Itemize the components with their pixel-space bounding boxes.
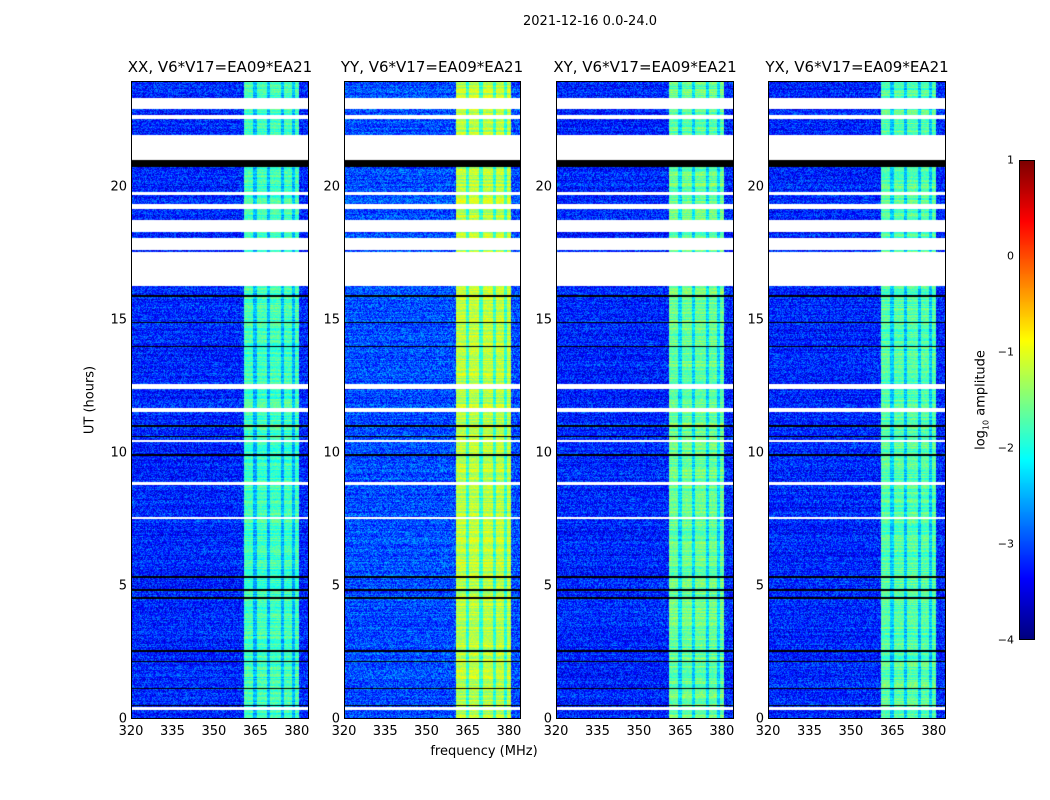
x-tick-label: 335 xyxy=(372,724,398,739)
x-axis-label: frequency (MHz) xyxy=(430,744,538,759)
x-tick-label: 335 xyxy=(160,724,185,739)
y-tick-label: 10 xyxy=(110,445,127,461)
colorbar-tick-label: 0 xyxy=(1007,249,1014,263)
y-tick-label: 15 xyxy=(535,312,552,328)
x-tick-label: 350 xyxy=(201,724,227,739)
x-tick-label: 320 xyxy=(331,724,357,739)
y-tick-label: 0 xyxy=(543,711,552,727)
x-tick-label: 365 xyxy=(667,724,693,739)
y-tick-label: 0 xyxy=(118,711,127,727)
x-tick-label: 350 xyxy=(838,724,864,739)
colorbar-tick-label: −4 xyxy=(997,633,1014,647)
x-tick-label: 350 xyxy=(414,724,439,739)
colorbar-label: log10 amplitude xyxy=(973,350,991,450)
x-tick-label: 320 xyxy=(118,724,144,739)
y-axis-label: UT (hours) xyxy=(82,365,98,435)
x-tick-label: 320 xyxy=(755,724,781,739)
heatmap-xy xyxy=(557,82,733,718)
heatmap-panel-xy xyxy=(556,81,734,719)
x-tick-label: 365 xyxy=(242,724,268,739)
y-tick-label: 15 xyxy=(110,312,127,328)
x-tick-label: 335 xyxy=(585,724,610,739)
y-tick-label: 20 xyxy=(535,179,552,195)
x-tick-label: 365 xyxy=(455,724,481,739)
panel-title-xx: XX, V6*V17=EA09*EA21 xyxy=(127,58,313,76)
heatmap-panel-xx xyxy=(131,81,309,719)
x-tick-label: 380 xyxy=(496,724,522,739)
y-tick-label: 15 xyxy=(747,312,764,328)
x-tick-label: 380 xyxy=(921,724,947,739)
heatmap-yy xyxy=(345,82,520,718)
y-tick-label: 10 xyxy=(747,445,764,461)
y-tick-label: 10 xyxy=(323,445,340,461)
colorbar-tick-label: −1 xyxy=(997,345,1014,359)
colorbar-tick-label: 1 xyxy=(1007,153,1014,167)
panel-title-yx: YX, V6*V17=EA09*EA21 xyxy=(765,58,949,76)
y-tick-label: 20 xyxy=(110,179,127,195)
colorbar-tick-label: −3 xyxy=(997,537,1014,551)
panel-title-xy: XY, V6*V17=EA09*EA21 xyxy=(553,58,737,76)
x-tick-label: 380 xyxy=(709,724,735,739)
x-tick-label: 380 xyxy=(284,724,310,739)
x-tick-label: 335 xyxy=(797,724,822,739)
heatmap-yx xyxy=(769,82,945,718)
y-tick-label: 20 xyxy=(323,179,340,195)
heatmap-panel-yx xyxy=(768,81,946,719)
y-tick-label: 0 xyxy=(331,711,340,727)
y-tick-label: 5 xyxy=(755,578,764,594)
heatmap-panel-yy xyxy=(344,81,521,719)
y-tick-label: 5 xyxy=(118,578,127,594)
y-tick-label: 5 xyxy=(543,578,552,594)
colorbar xyxy=(1019,160,1035,640)
y-tick-label: 15 xyxy=(323,312,340,328)
y-tick-label: 10 xyxy=(535,445,552,461)
heatmap-xx xyxy=(132,82,308,718)
y-tick-label: 5 xyxy=(331,578,340,594)
figure-title: 2021-12-16 0.0-24.0 xyxy=(523,14,657,29)
x-tick-label: 350 xyxy=(626,724,652,739)
x-tick-label: 365 xyxy=(879,724,905,739)
colorbar-tick-label: −2 xyxy=(997,441,1014,455)
panel-title-yy: YY, V6*V17=EA09*EA21 xyxy=(340,58,524,76)
y-tick-label: 0 xyxy=(755,711,764,727)
x-tick-label: 320 xyxy=(543,724,569,739)
y-tick-label: 20 xyxy=(747,179,764,195)
